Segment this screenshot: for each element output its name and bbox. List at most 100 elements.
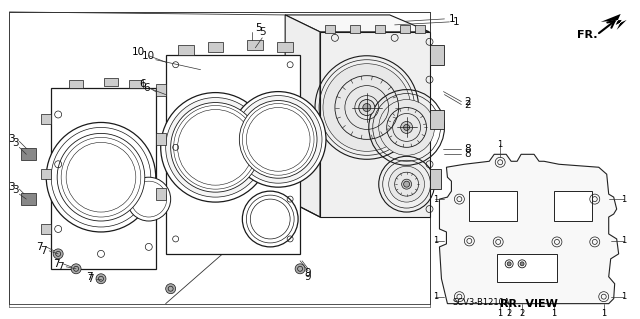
Text: 8: 8 bbox=[464, 149, 470, 159]
Circle shape bbox=[518, 260, 526, 268]
Polygon shape bbox=[429, 169, 442, 189]
Ellipse shape bbox=[402, 179, 412, 189]
Polygon shape bbox=[156, 84, 166, 96]
Circle shape bbox=[505, 260, 513, 268]
Text: 1: 1 bbox=[621, 236, 627, 245]
Circle shape bbox=[295, 264, 305, 274]
Text: 3: 3 bbox=[8, 182, 15, 192]
Ellipse shape bbox=[243, 191, 298, 247]
Text: 6: 6 bbox=[140, 78, 146, 89]
Text: 10: 10 bbox=[132, 47, 145, 57]
Text: 1: 1 bbox=[497, 309, 503, 318]
Polygon shape bbox=[21, 148, 36, 160]
Text: 8: 8 bbox=[464, 144, 470, 154]
Circle shape bbox=[53, 249, 63, 259]
Text: 3: 3 bbox=[8, 134, 15, 145]
Circle shape bbox=[96, 274, 106, 284]
Text: 1: 1 bbox=[433, 195, 438, 204]
Text: 3: 3 bbox=[12, 138, 19, 148]
Polygon shape bbox=[429, 109, 444, 130]
Ellipse shape bbox=[234, 96, 322, 183]
Ellipse shape bbox=[363, 104, 371, 112]
Text: 1: 1 bbox=[601, 309, 606, 318]
Polygon shape bbox=[350, 25, 360, 33]
Ellipse shape bbox=[46, 122, 156, 232]
Polygon shape bbox=[601, 14, 627, 30]
Polygon shape bbox=[156, 133, 166, 145]
Ellipse shape bbox=[171, 102, 260, 192]
Text: 7: 7 bbox=[86, 272, 92, 282]
Ellipse shape bbox=[230, 92, 326, 187]
Polygon shape bbox=[21, 193, 36, 205]
Polygon shape bbox=[156, 188, 166, 200]
Ellipse shape bbox=[401, 122, 413, 133]
Text: 1: 1 bbox=[449, 14, 456, 24]
Ellipse shape bbox=[250, 199, 290, 239]
Text: 9: 9 bbox=[305, 272, 312, 282]
Polygon shape bbox=[247, 40, 263, 50]
Ellipse shape bbox=[323, 64, 411, 151]
Text: 1: 1 bbox=[453, 17, 460, 27]
Polygon shape bbox=[429, 45, 444, 65]
Polygon shape bbox=[129, 80, 143, 88]
Text: 7: 7 bbox=[57, 262, 63, 272]
Polygon shape bbox=[69, 80, 83, 88]
Polygon shape bbox=[320, 32, 429, 217]
Polygon shape bbox=[41, 169, 51, 179]
Text: 9: 9 bbox=[305, 268, 312, 278]
Polygon shape bbox=[325, 25, 335, 33]
Text: 1: 1 bbox=[551, 309, 557, 318]
Ellipse shape bbox=[161, 93, 270, 202]
Polygon shape bbox=[104, 78, 118, 85]
Text: 7: 7 bbox=[86, 274, 93, 284]
Polygon shape bbox=[399, 25, 410, 33]
Text: SCV3-B1210A: SCV3-B1210A bbox=[452, 298, 510, 307]
FancyBboxPatch shape bbox=[497, 254, 557, 282]
Text: 1: 1 bbox=[621, 292, 627, 301]
Text: 2: 2 bbox=[506, 309, 512, 318]
Polygon shape bbox=[41, 115, 51, 124]
Polygon shape bbox=[178, 45, 193, 55]
Text: 1: 1 bbox=[433, 236, 438, 245]
Text: 7: 7 bbox=[53, 259, 60, 269]
Text: 7: 7 bbox=[36, 242, 43, 252]
Ellipse shape bbox=[404, 181, 410, 187]
Ellipse shape bbox=[239, 100, 317, 178]
Ellipse shape bbox=[404, 124, 410, 130]
Text: 7: 7 bbox=[40, 246, 47, 256]
Text: 6: 6 bbox=[143, 83, 150, 93]
Ellipse shape bbox=[379, 100, 435, 155]
Text: 2: 2 bbox=[464, 100, 470, 109]
Text: FR.: FR. bbox=[577, 30, 597, 40]
Circle shape bbox=[71, 264, 81, 274]
Circle shape bbox=[507, 262, 511, 266]
Text: 2: 2 bbox=[464, 97, 470, 107]
FancyBboxPatch shape bbox=[554, 191, 592, 221]
Ellipse shape bbox=[388, 166, 424, 202]
Text: 5: 5 bbox=[255, 23, 262, 33]
Polygon shape bbox=[41, 224, 51, 234]
Text: 1: 1 bbox=[433, 292, 438, 301]
Polygon shape bbox=[440, 154, 619, 304]
Ellipse shape bbox=[57, 133, 145, 221]
Ellipse shape bbox=[127, 177, 171, 221]
Polygon shape bbox=[166, 55, 300, 254]
Text: RR. VIEW: RR. VIEW bbox=[500, 299, 558, 308]
Polygon shape bbox=[285, 15, 320, 217]
Polygon shape bbox=[51, 88, 156, 269]
FancyBboxPatch shape bbox=[469, 191, 517, 221]
Polygon shape bbox=[285, 15, 429, 32]
Polygon shape bbox=[207, 42, 223, 52]
Polygon shape bbox=[277, 42, 293, 52]
Ellipse shape bbox=[359, 100, 375, 115]
Polygon shape bbox=[415, 25, 424, 33]
Polygon shape bbox=[375, 25, 385, 33]
Text: 1: 1 bbox=[621, 195, 627, 204]
Text: 10: 10 bbox=[142, 51, 156, 61]
Text: 3: 3 bbox=[12, 185, 19, 195]
Ellipse shape bbox=[166, 98, 265, 197]
Circle shape bbox=[166, 284, 175, 294]
Text: 2: 2 bbox=[520, 309, 525, 318]
Text: 1: 1 bbox=[497, 140, 503, 149]
Circle shape bbox=[520, 262, 524, 266]
